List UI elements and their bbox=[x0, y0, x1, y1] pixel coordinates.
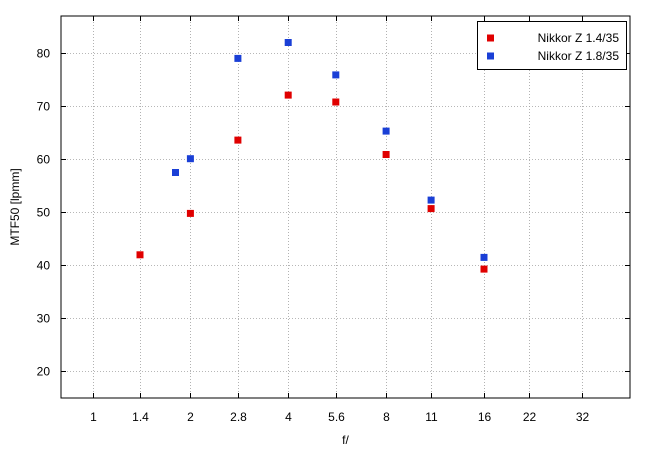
x-tick-label: 5.6 bbox=[328, 410, 345, 424]
ticks bbox=[61, 16, 630, 398]
legend-label-series-1: Nikkor Z 1.4/35 bbox=[538, 31, 620, 45]
data-point-series-2 bbox=[480, 253, 488, 261]
data-point-series-1 bbox=[427, 205, 435, 213]
y-tick-label: 50 bbox=[37, 206, 51, 220]
legend-box bbox=[477, 21, 627, 70]
data-point-series-1 bbox=[234, 136, 242, 144]
data-point-series-2 bbox=[234, 54, 242, 62]
y-axis-title: MTF50 [lpmm] bbox=[8, 168, 22, 245]
legend-marker-series-2 bbox=[487, 52, 494, 60]
x-tick-label: 16 bbox=[478, 410, 492, 424]
x-axis-title: f/ bbox=[342, 433, 349, 447]
plot-frame bbox=[60, 15, 631, 399]
legend-marker-series-1 bbox=[487, 34, 494, 42]
data-point-series-1 bbox=[284, 91, 292, 99]
y-tick-label: 60 bbox=[37, 153, 51, 167]
legend-label-series-2: Nikkor Z 1.8/35 bbox=[538, 49, 620, 63]
data-point-series-2 bbox=[427, 196, 435, 204]
x-tick-label: 1 bbox=[90, 410, 97, 424]
x-tick-label: 2.8 bbox=[230, 410, 247, 424]
data-point-series-2 bbox=[186, 155, 194, 163]
data-point-series-1 bbox=[136, 251, 144, 259]
x-tick-label: 2 bbox=[187, 410, 194, 424]
y-tick-label: 20 bbox=[37, 365, 51, 379]
data-point-series-2 bbox=[284, 39, 292, 46]
grid bbox=[61, 16, 630, 398]
x-tick-label: 22 bbox=[523, 410, 537, 424]
x-tick-label: 1.4 bbox=[132, 410, 149, 424]
y-tick-label: 80 bbox=[37, 47, 51, 61]
legend: Nikkor Z 1.4/35 Nikkor Z 1.8/35 bbox=[477, 21, 627, 70]
x-tick-label: 8 bbox=[383, 410, 390, 424]
data-point-series-2 bbox=[332, 71, 340, 79]
x-tick-label: 32 bbox=[576, 410, 590, 424]
x-tick-label: 4 bbox=[285, 410, 292, 424]
y-tick-labels: 20 30 40 50 60 70 80 bbox=[37, 47, 51, 379]
y-tick-label: 30 bbox=[37, 312, 51, 326]
data-point-series-2 bbox=[382, 127, 390, 135]
y-tick-label: 40 bbox=[37, 259, 51, 273]
data-point-series-1 bbox=[382, 151, 390, 158]
data-points bbox=[136, 39, 488, 273]
x-tick-label: 11 bbox=[425, 410, 438, 424]
x-tick-labels: 1 1.4 2 2.8 4 5.6 8 11 16 22 32 bbox=[90, 410, 589, 424]
data-point-series-2 bbox=[172, 169, 179, 176]
data-point-series-1 bbox=[332, 98, 340, 106]
y-tick-label: 70 bbox=[37, 100, 51, 114]
data-point-series-1 bbox=[186, 209, 194, 217]
data-point-series-1 bbox=[480, 265, 488, 273]
